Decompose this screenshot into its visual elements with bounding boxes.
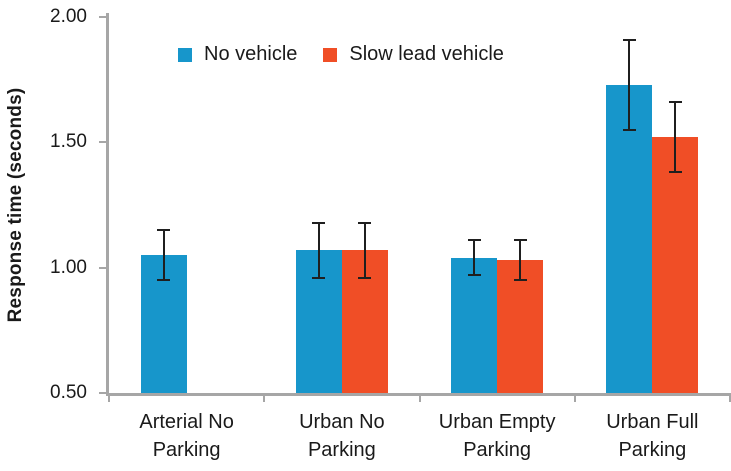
x-category-label-text: Urban Full Parking	[606, 411, 699, 461]
error-bar-cap-bottom	[157, 279, 171, 282]
legend-item-slow-lead-vehicle: Slow lead vehicle	[323, 43, 504, 66]
error-bar-cap-bottom	[513, 279, 527, 282]
bar-slow-lead-vehicle-2	[497, 260, 544, 393]
x-axis-line	[106, 393, 731, 396]
error-bar-cap-bottom	[622, 128, 636, 131]
error-bar-line	[674, 102, 677, 173]
x-axis-tick	[263, 396, 266, 402]
y-axis-line	[106, 13, 109, 396]
x-axis-tick	[418, 396, 421, 402]
error-bar-cap-bottom	[312, 276, 326, 279]
y-axis-tick	[99, 141, 106, 144]
y-axis-tick	[99, 266, 106, 269]
error-bar-line	[317, 222, 320, 278]
bar-no-vehicle-2	[451, 257, 498, 393]
error-bar-line	[162, 230, 165, 281]
x-category-label-text: Urban Empty Parking	[438, 411, 556, 461]
x-category-label-text: Arterial No Parking	[139, 411, 234, 461]
x-category-label: Urban Empty Parking	[420, 408, 575, 464]
error-bar-cap-top	[312, 221, 326, 224]
x-category-label: Arterial No Parking	[109, 408, 264, 464]
error-bar-line	[473, 240, 476, 276]
y-tick-label: 1.50	[50, 131, 87, 153]
y-axis-tick	[99, 392, 106, 394]
legend-label: No vehicle	[204, 43, 298, 65]
legend: No vehicle Slow lead vehicle	[178, 43, 504, 66]
y-tick-label: 0.50	[50, 382, 87, 403]
x-category-label: Urban Full Parking	[575, 408, 730, 464]
legend-item-no-vehicle: No vehicle	[178, 43, 297, 66]
error-bar-cap-bottom	[668, 171, 682, 174]
x-category-label: Urban No Parking	[264, 408, 419, 464]
error-bar-cap-top	[513, 239, 527, 242]
y-tick-label: 2.00	[50, 6, 87, 27]
error-bar-cap-top	[467, 239, 481, 242]
error-bar-cap-top	[668, 101, 682, 104]
error-bar-cap-top	[358, 221, 372, 224]
y-tick-label: 1.00	[50, 256, 87, 278]
error-bar-line	[628, 39, 631, 130]
x-axis-tick	[108, 396, 110, 402]
bar-no-vehicle-3	[606, 84, 653, 393]
bar-slow-lead-vehicle-3	[652, 137, 699, 393]
error-bar-cap-top	[622, 38, 636, 41]
x-category-label-text: Urban No Parking	[299, 411, 385, 461]
legend-swatch-icon	[323, 47, 338, 62]
x-axis-tick	[573, 396, 576, 402]
error-bar-cap-bottom	[467, 274, 481, 277]
legend-label: Slow lead vehicle	[349, 43, 504, 65]
y-axis-tick	[99, 16, 106, 18]
error-bar-cap-top	[157, 229, 171, 232]
error-bar-line	[519, 240, 522, 281]
error-bar-line	[363, 222, 366, 278]
legend-swatch-icon	[178, 47, 192, 62]
error-bar-cap-bottom	[358, 276, 372, 279]
x-axis-tick	[729, 396, 731, 402]
